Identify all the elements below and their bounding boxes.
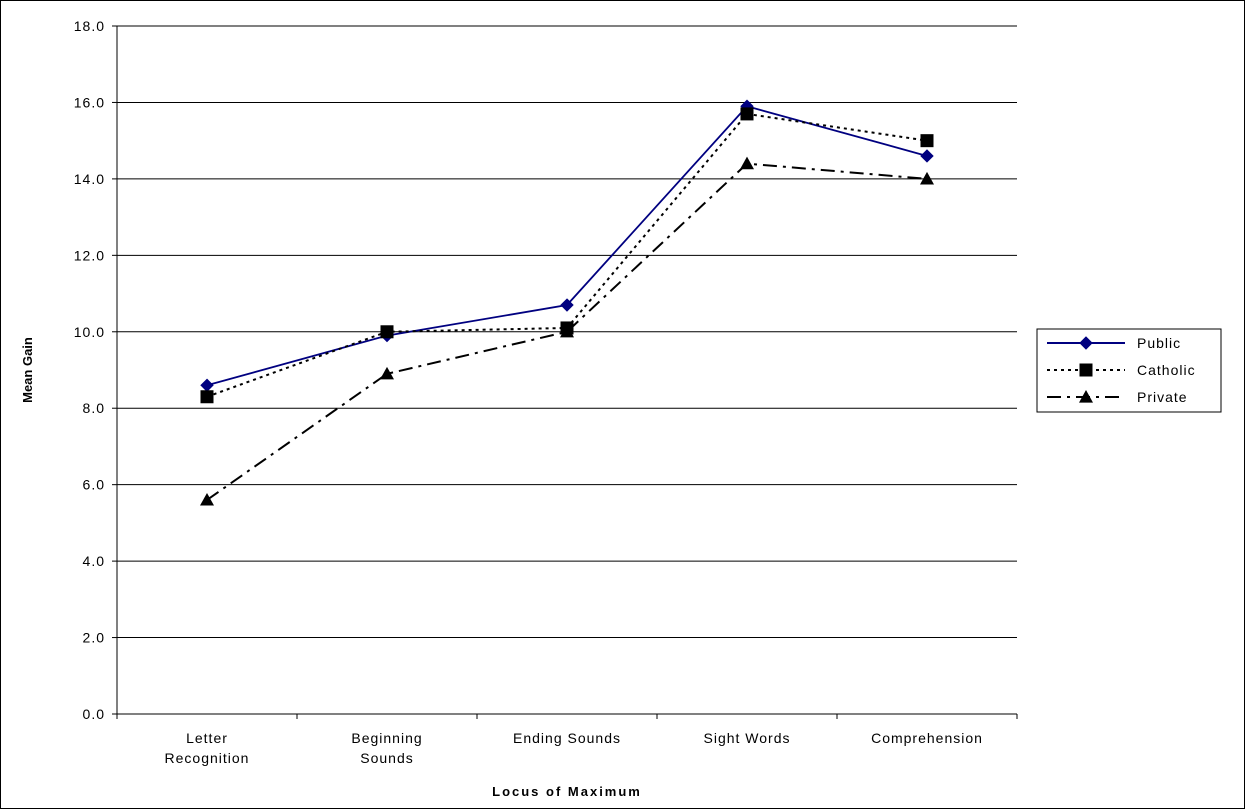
x-tick-label: Comprehension xyxy=(871,730,983,746)
y-tick-label: 18.0 xyxy=(74,18,105,34)
x-tick-label: Beginning Sounds xyxy=(351,730,422,766)
x-tick-label-line: Ending Sounds xyxy=(513,730,621,746)
x-tick-labels: Letter Recognition Beginning Sounds Ending S… xyxy=(165,730,983,766)
data-point-public xyxy=(560,298,574,312)
y-tick-label: 16.0 xyxy=(74,94,105,110)
legend-marker-private xyxy=(1079,390,1093,403)
gridlines xyxy=(117,25,1017,639)
y-tick-label: 6.0 xyxy=(83,477,105,493)
legend-label-catholic: Catholic xyxy=(1137,362,1196,378)
series-group xyxy=(200,99,934,506)
y-tick-label: 4.0 xyxy=(83,553,105,569)
x-tick-label: Ending Sounds xyxy=(513,730,621,746)
y-tick-label: 0.0 xyxy=(83,706,105,722)
x-tick-label-line: Beginning xyxy=(351,730,422,746)
data-point-public xyxy=(920,149,934,163)
x-tick-label: Sight Words xyxy=(704,730,791,746)
series-line-public xyxy=(206,105,928,387)
legend: Public Catholic Private xyxy=(1036,328,1222,413)
y-tick-label: 14.0 xyxy=(74,171,105,187)
y-tick-labels: 0.0 2.0 4.0 6.0 8.0 10.0 12.0 14.0 16.0 18.0 xyxy=(74,18,105,722)
x-axis-title: Locus of Maximum xyxy=(492,784,642,799)
series-line-private xyxy=(206,162,928,501)
data-point-private xyxy=(740,156,754,170)
series-private xyxy=(200,156,934,506)
data-point-public xyxy=(200,378,214,392)
y-tick-label: 2.0 xyxy=(83,630,105,646)
data-point-catholic xyxy=(740,107,754,121)
series-public xyxy=(200,99,934,392)
x-tick-label-line: Sight Words xyxy=(704,730,791,746)
y-tick-label: 10.0 xyxy=(74,324,105,340)
y-tick-label: 12.0 xyxy=(74,247,105,263)
x-tick-label-line: Comprehension xyxy=(871,730,983,746)
axes xyxy=(112,25,1018,719)
data-point-catholic xyxy=(200,390,214,404)
x-tick-label: Letter Recognition xyxy=(165,730,250,766)
legend-label-public: Public xyxy=(1137,335,1181,351)
data-point-private xyxy=(560,324,574,338)
y-tick-label: 8.0 xyxy=(83,400,105,416)
x-tick-label-line: Sounds xyxy=(360,750,413,766)
legend-marker-catholic xyxy=(1079,363,1093,377)
data-point-private xyxy=(920,171,934,185)
legend-label-private: Private xyxy=(1137,389,1188,405)
x-tick-label-line: Letter xyxy=(186,730,228,746)
data-point-private xyxy=(200,492,214,506)
x-tick-label-line: Recognition xyxy=(165,750,250,766)
y-axis-title: Mean Gain xyxy=(20,337,35,403)
data-point-private xyxy=(380,366,394,380)
data-point-catholic xyxy=(380,325,394,339)
data-point-catholic xyxy=(920,134,934,148)
legend-marker-public xyxy=(1079,336,1093,350)
